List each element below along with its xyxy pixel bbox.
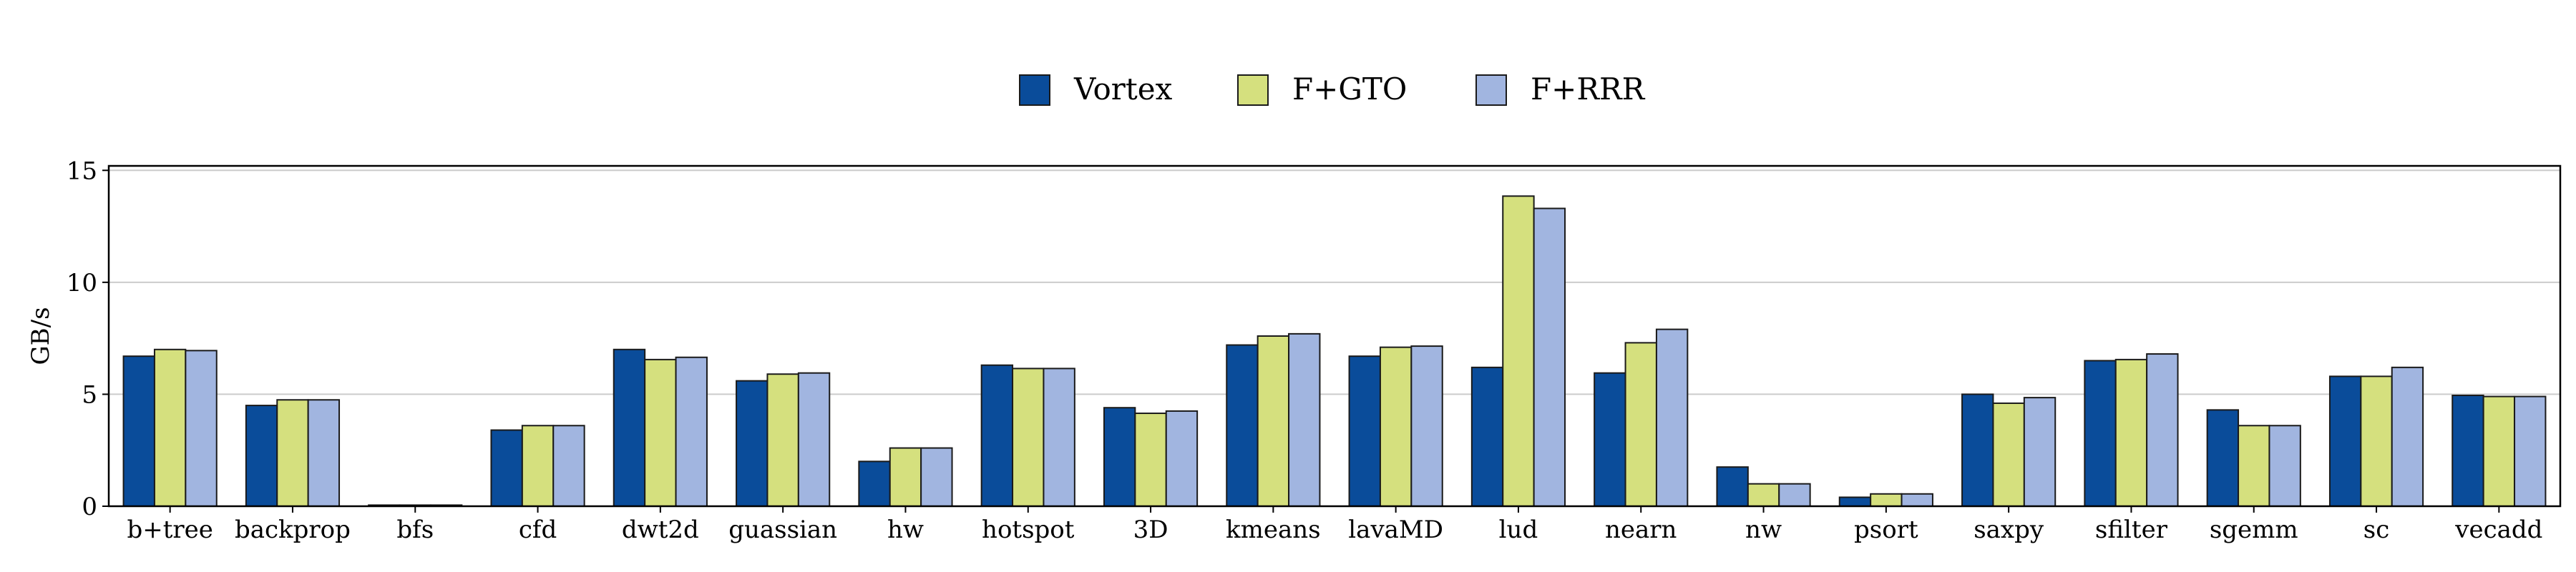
bar-vortex-hotspot xyxy=(980,364,1014,508)
bar-f-rrr-dwt2d xyxy=(675,356,708,507)
bar-f-rrr-hotspot xyxy=(1043,368,1075,507)
plot-frame xyxy=(107,164,2562,508)
bar-f-rrr-sc xyxy=(2391,366,2424,507)
bar-f-rrr-cfd xyxy=(552,425,585,508)
bar-f-rrr-nearn xyxy=(1655,328,1689,507)
bar-f-rrr-hw xyxy=(920,447,953,507)
bar-f-gto-3d xyxy=(1134,413,1167,508)
bar-f-gto-sc xyxy=(2360,375,2393,507)
bar-f-gto-hotspot xyxy=(1012,368,1045,507)
bar-f-gto-b-tree xyxy=(153,348,187,507)
x-tick-label: nw xyxy=(1745,516,1782,544)
bar-vortex-sgemm xyxy=(2206,409,2240,507)
y-axis-label: GB/s xyxy=(26,307,55,365)
bar-f-rrr-b-tree xyxy=(185,350,218,507)
bar-f-rrr-sfilter xyxy=(2146,353,2179,508)
bar-f-gto-kmeans xyxy=(1257,335,1290,507)
bar-f-rrr-vecadd xyxy=(2514,395,2547,507)
bar-vortex-sc xyxy=(2328,375,2362,507)
bar-f-rrr-lud xyxy=(1533,207,1566,507)
x-tick-label: 3D xyxy=(1133,516,1169,544)
x-tick-label: sfilter xyxy=(2095,516,2168,544)
bar-f-gto-cfd xyxy=(521,425,555,508)
bar-vortex-psort xyxy=(1838,496,1872,508)
bar-f-rrr-guassian xyxy=(797,372,831,508)
bar-vortex-saxpy xyxy=(1961,393,1994,508)
bar-vortex-vecadd xyxy=(2451,394,2484,507)
legend-swatch xyxy=(1475,74,1507,106)
bar-vortex-3d xyxy=(1103,407,1136,507)
x-tick-label: backprop xyxy=(235,516,351,544)
bar-f-gto-sfilter xyxy=(2114,358,2148,508)
x-tick-label: hotspot xyxy=(982,516,1075,544)
bar-f-gto-nw xyxy=(1747,483,1780,507)
gridlines xyxy=(109,169,2560,395)
bar-vortex-nw xyxy=(1716,466,1749,508)
bar-vortex-b-tree xyxy=(122,355,155,507)
bar-f-rrr-psort xyxy=(1901,493,1933,507)
bar-f-rrr-3d xyxy=(1165,410,1199,507)
x-axis: b+tree backprop bfs cfd dwt2d guassian hw hotsp… xyxy=(127,506,2542,544)
bar-vortex-kmeans xyxy=(1226,344,1259,507)
x-tick-label: cfd xyxy=(519,516,557,544)
y-tick-label: 10 xyxy=(67,269,97,297)
bar-f-gto-dwt2d xyxy=(644,358,677,508)
x-tick-label: kmeans xyxy=(1226,516,1321,544)
x-tick-label: lud xyxy=(1499,516,1538,544)
y-axis: 0 5 10 15 xyxy=(67,157,109,521)
bar-f-gto-saxpy xyxy=(1992,402,2025,508)
x-tick-label: bfs xyxy=(396,516,434,544)
y-tick-label: 0 xyxy=(82,493,97,521)
legend-label: F+GTO xyxy=(1292,72,1407,107)
bar-vortex-lud xyxy=(1470,366,1504,507)
bar-f-gto-psort xyxy=(1870,493,1903,507)
bar-f-rrr-lavamd xyxy=(1410,345,1443,507)
x-tick-label: dwt2d xyxy=(622,516,699,544)
bar-f-rrr-backprop xyxy=(307,399,341,507)
y-tick-label: 15 xyxy=(67,157,97,185)
x-tick-label: hw xyxy=(887,516,924,544)
legend-swatch xyxy=(1237,74,1269,106)
bar-f-gto-guassian xyxy=(766,373,799,507)
bar-f-gto-hw xyxy=(889,447,922,507)
legend-label: Vortex xyxy=(1073,72,1173,107)
bar-f-rrr-kmeans xyxy=(1288,332,1321,507)
x-tick-label: psort xyxy=(1854,516,1918,544)
bar-vortex-dwt2d xyxy=(613,348,646,507)
bar-f-gto-nearn xyxy=(1624,342,1657,508)
x-tick-label: nearn xyxy=(1605,516,1677,544)
x-tick-label: b+tree xyxy=(127,516,213,544)
bar-vortex-guassian xyxy=(736,380,769,508)
legend: Vortex F+GTO F+RRR xyxy=(1019,72,1646,107)
bars xyxy=(122,195,2547,508)
bar-vortex-nearn xyxy=(1594,372,1626,508)
bar-f-gto-vecadd xyxy=(2482,395,2516,507)
bar-f-gto-backprop xyxy=(276,399,309,507)
bar-f-gto-lavamd xyxy=(1379,346,1413,507)
bar-f-rrr-sgemm xyxy=(2268,425,2301,508)
x-tick-label: sc xyxy=(2363,516,2390,544)
x-tick-label: sgemm xyxy=(2210,516,2298,544)
bar-f-rrr-saxpy xyxy=(2023,397,2057,507)
x-tick-label: vecadd xyxy=(2454,516,2542,544)
y-tick-label: 5 xyxy=(82,380,97,409)
legend-swatch xyxy=(1019,74,1050,106)
legend-label: F+RRR xyxy=(1531,72,1646,107)
bar-f-rrr-nw xyxy=(1778,483,1811,507)
x-tick-label: saxpy xyxy=(1974,516,2044,544)
bar-vortex-lavamd xyxy=(1348,355,1381,507)
bar-vortex-backprop xyxy=(245,405,278,507)
bar-vortex-sfilter xyxy=(2084,360,2117,507)
bar-vortex-hw xyxy=(858,460,891,507)
x-tick-label: guassian xyxy=(728,516,837,544)
x-tick-label: lavaMD xyxy=(1348,516,1443,544)
bar-f-gto-lud xyxy=(1502,195,1535,507)
bar-vortex-cfd xyxy=(490,429,523,507)
bar-f-gto-sgemm xyxy=(2238,425,2270,508)
